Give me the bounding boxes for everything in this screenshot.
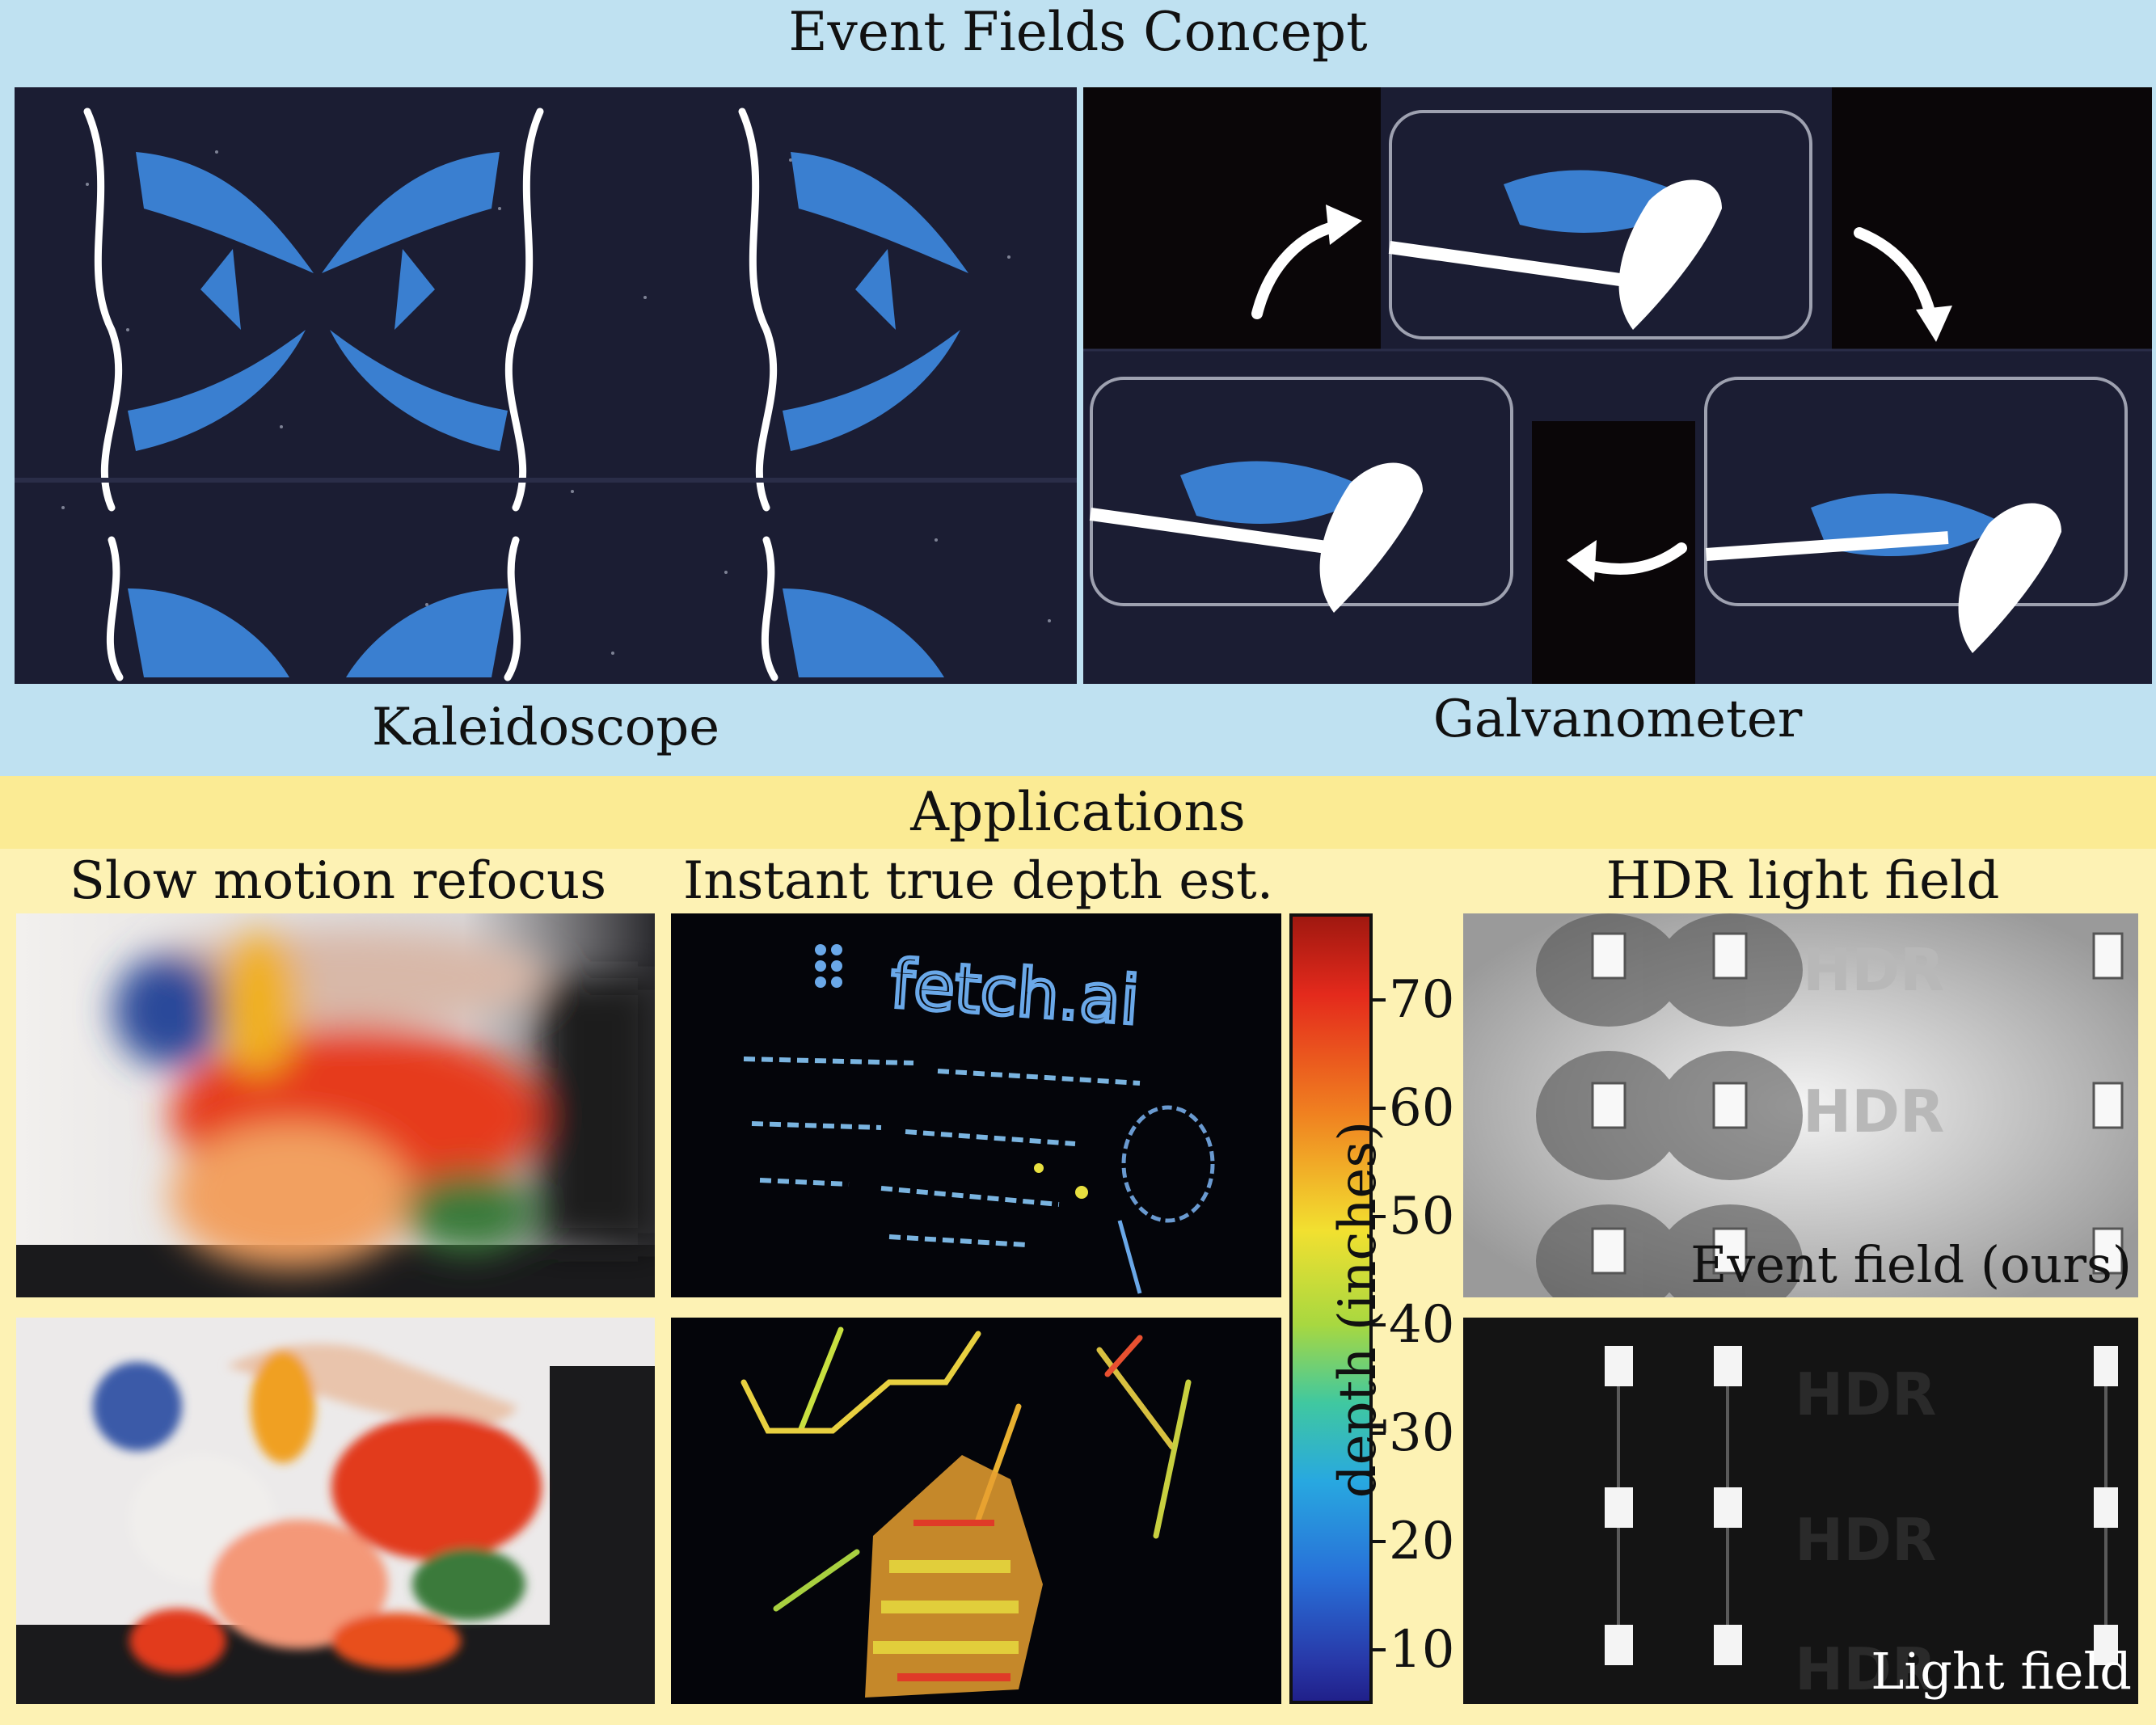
hdr-light-field-caption: Light field [1871,1642,2132,1701]
applications-title-strip [0,776,2156,849]
galvanometer-label: Galvanometer [1432,690,1803,749]
colorbar-tick [1373,998,1386,1002]
hdr-label: HDR light field [1605,851,2000,911]
galvanometer-panel [1083,87,2152,684]
colorbar-tick [1373,1540,1386,1544]
refocus-image-blurred [16,913,655,1297]
hdr-lf-letters-3: HDR [1795,1635,1936,1703]
colorbar-tick [1373,1648,1386,1651]
colorbar-tick-label: 60 [1389,1078,1455,1139]
refocus-image-sharp [16,1318,655,1704]
colorbar-tick [1373,1323,1386,1327]
applications-title: Applications [910,781,1246,843]
galvanometer-image [1083,87,2152,684]
hdr-lf-letters-2: HDR [1795,1506,1936,1574]
colorbar-label-wrap: depth (inches) [1328,1121,1388,1499]
colorbar-tick-label: 20 [1389,1512,1455,1572]
colorbar-tick [1373,1107,1386,1111]
colorbar-tick-label: 50 [1389,1187,1455,1247]
kaleidoscope-panel [15,87,1077,684]
hdr-lf-letters-1: HDR [1795,1360,1936,1428]
kaleidoscope-image [15,87,1077,684]
colorbar-label: depth (inches) [1328,1120,1388,1499]
depth-est-label: Instant true depth est. [682,851,1274,911]
colorbar-tick-label: 10 [1389,1620,1455,1680]
hdr-event-field-caption: Event field (ours) [1690,1235,2132,1294]
depth-map-scene [671,1318,1281,1704]
slow-motion-label: Slow motion refocus [69,851,607,911]
colorbar-tick-label: 70 [1389,970,1455,1031]
hdr-ef-letters-2: HDR [1803,1078,1944,1145]
colorbar-tick-label: 30 [1389,1403,1455,1464]
depth-colorbar [1289,913,1373,1704]
colorbar-tick [1373,1432,1386,1436]
hdr-event-field-image: HDR HDR Event field (ours) [1463,913,2138,1297]
colorbar-tick-label: 40 [1389,1295,1455,1356]
depth-map-logo: fetch.ai [671,913,1281,1297]
hdr-ef-letters-1: HDR [1803,936,1944,1004]
kaleidoscope-label: Kaleidoscope [371,698,720,757]
hdr-light-field-image: HDR HDR HDR Light field [1463,1318,2138,1704]
colorbar-tick [1373,1215,1386,1219]
concept-title: Event Fields Concept [788,1,1368,63]
